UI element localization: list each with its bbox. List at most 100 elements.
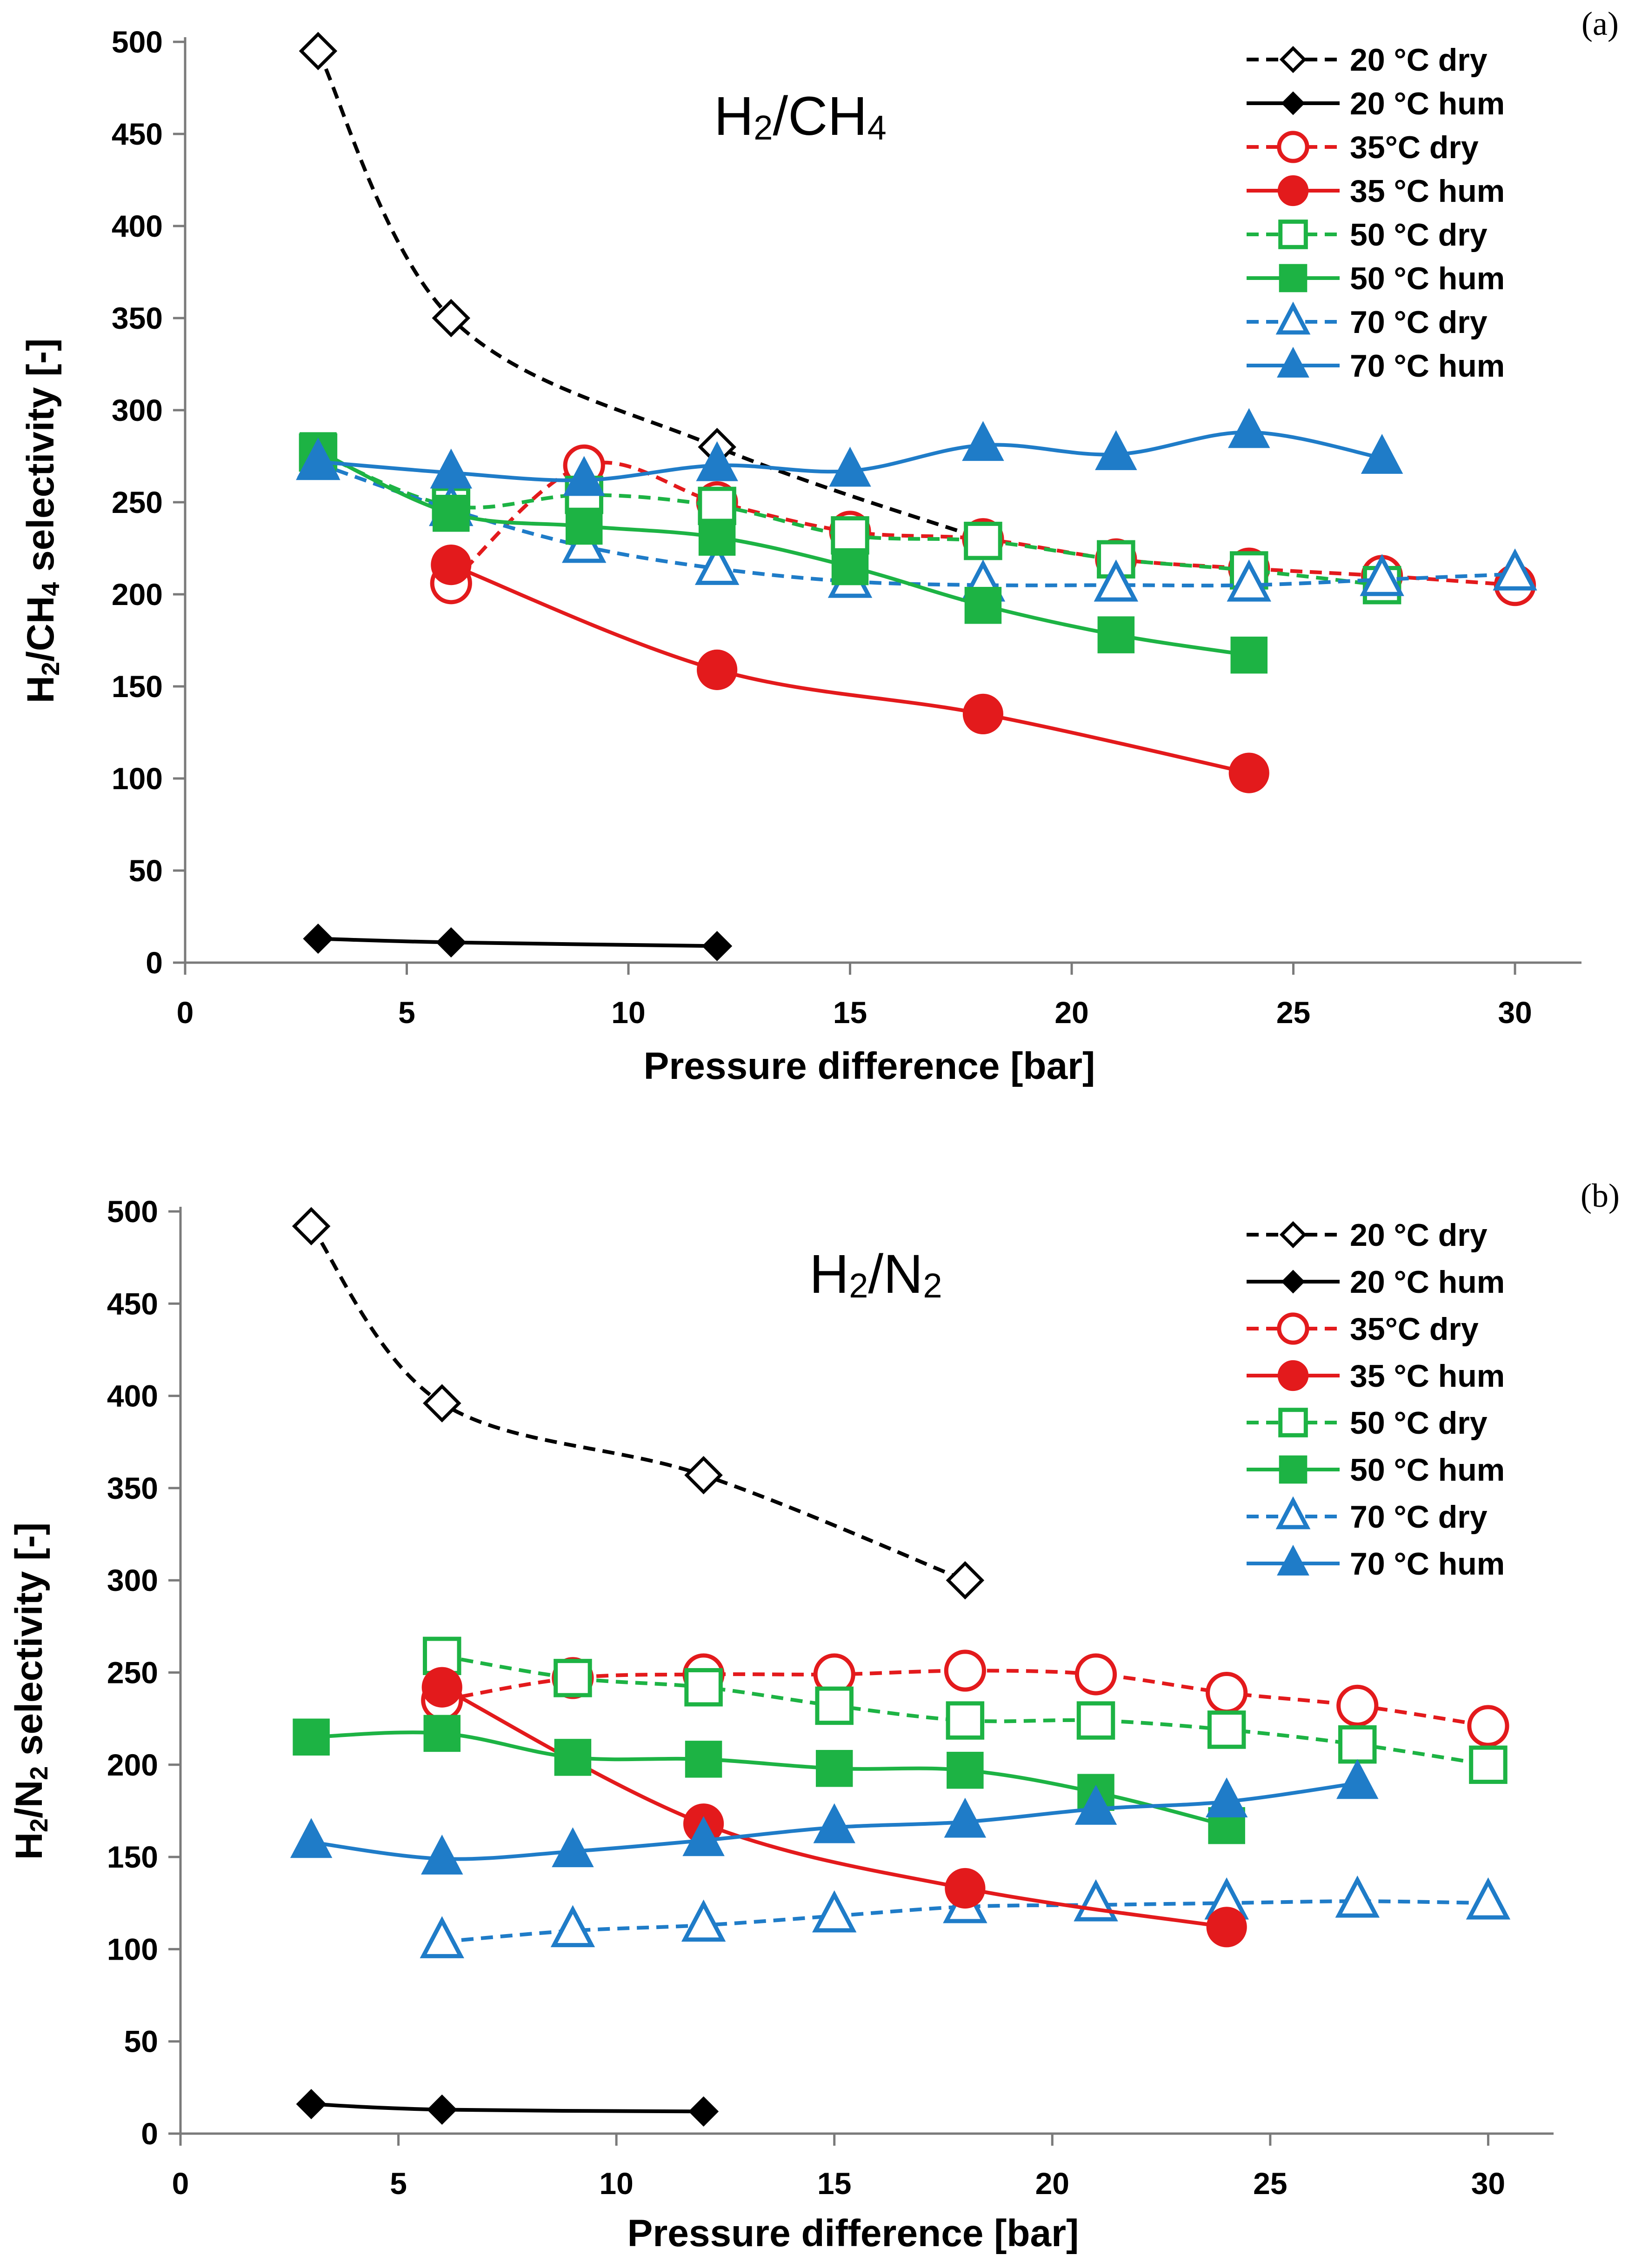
data-point (945, 1868, 986, 1909)
legend-marker (1281, 91, 1305, 115)
legend-label: 70 °C hum (1350, 348, 1505, 384)
data-point (433, 495, 470, 532)
x-axis-label: Pressure difference [bar] (627, 2212, 1079, 2255)
panel-label: (a) (1581, 5, 1619, 42)
y-tick-label: 450 (112, 117, 163, 151)
y-tick-label: 200 (112, 577, 163, 612)
series-line (316, 50, 984, 541)
y-tick-label: 250 (107, 1656, 158, 1690)
series-50-c-dry (423, 1636, 1508, 1784)
data-point (550, 1905, 595, 1948)
y-tick-label: 500 (107, 1194, 158, 1229)
x-tick-label: 30 (1498, 995, 1532, 1030)
data-point (552, 1827, 594, 1868)
legend-label: 20 °C hum (1350, 1264, 1505, 1300)
data-point (813, 1803, 855, 1843)
data-point (698, 486, 736, 525)
y-tick-label: 50 (129, 853, 163, 888)
series-20-c-dry (299, 32, 1002, 559)
data-point (1361, 433, 1403, 474)
legend-label: 35 °C hum (1350, 173, 1505, 209)
x-axis-label: Pressure difference [bar] (644, 1045, 1095, 1087)
data-point (303, 923, 334, 954)
data-point (944, 1797, 987, 1838)
y-tick-label: 350 (107, 1471, 158, 1505)
data-point (684, 1668, 723, 1707)
data-point (1228, 408, 1270, 448)
legend-label: 35°C dry (1350, 130, 1479, 165)
legend-label: 50 °C dry (1350, 217, 1488, 253)
y-tick-label: 350 (112, 301, 163, 335)
data-point (698, 519, 736, 556)
y-tick-label: 50 (124, 2024, 158, 2059)
series-line (311, 2102, 704, 2114)
legend-label: 50 °C hum (1350, 1452, 1505, 1488)
data-point (681, 1899, 726, 1942)
data-point (1206, 1907, 1247, 1948)
legend-label: 50 °C hum (1350, 261, 1505, 296)
chart-panel-a: 0 50 100 150 200 250 300 350 400 450 500 0 5 10 15 20 25… (20, 5, 1619, 1087)
data-point (292, 1207, 331, 1245)
legend-marker (1275, 301, 1311, 335)
legend-marker (1277, 1544, 1309, 1576)
y-tick-label: 450 (107, 1286, 158, 1321)
y-tick-label: 400 (107, 1379, 158, 1413)
legend-marker (1278, 1408, 1308, 1437)
data-point (1074, 1784, 1117, 1825)
panel-label: (b) (1581, 1177, 1620, 1214)
data-point (1097, 616, 1135, 653)
data-point (946, 1701, 985, 1740)
y-tick-label: 300 (112, 393, 163, 427)
data-point (427, 2094, 457, 2125)
series-50-c-hum (300, 432, 1268, 674)
data-point (964, 587, 1002, 624)
data-point (1205, 1777, 1248, 1817)
y-tick-label: 100 (112, 761, 163, 796)
data-point (702, 931, 733, 961)
x-tick-label: 10 (599, 2166, 633, 2201)
x-tick-label: 0 (172, 2166, 189, 2201)
data-point (946, 1561, 985, 1600)
legend-label: 20 °C hum (1350, 86, 1505, 121)
legend-marker (1279, 1221, 1307, 1249)
y-tick-label: 0 (146, 945, 163, 980)
series-line (441, 1685, 1227, 1929)
data-point (815, 1749, 853, 1787)
data-point (1207, 1710, 1246, 1749)
x-tick-label: 20 (1054, 995, 1088, 1030)
y-tick-label: 500 (112, 25, 163, 59)
data-point (697, 649, 738, 690)
chart-title: H2/CH4 (714, 86, 887, 147)
chart-panel-b: 0 50 100 150 200 250 300 350 400 450 500 0 5 10 15 20 25… (8, 1177, 1620, 2255)
series-line (309, 1225, 966, 1582)
x-tick-label: 30 (1471, 2166, 1505, 2201)
series-line (317, 462, 1515, 588)
data-point (1338, 1725, 1377, 1764)
data-point (423, 1384, 461, 1423)
x-tick-label: 15 (833, 995, 867, 1030)
series-35-c-hum (431, 545, 1269, 793)
y-tick-label: 100 (107, 1932, 158, 1966)
legend-label: 20 °C dry (1350, 1217, 1488, 1253)
series-20-c-hum (296, 2089, 719, 2127)
data-point (1335, 1876, 1380, 1918)
x-tick-label: 25 (1253, 2166, 1287, 2201)
legend-label: 20 °C dry (1350, 42, 1488, 78)
data-point (421, 1835, 463, 1875)
y-tick-label: 250 (112, 485, 163, 519)
data-point (290, 1818, 333, 1858)
y-tick-label: 200 (107, 1748, 158, 1782)
data-point (436, 927, 467, 958)
data-point (1336, 1759, 1379, 1799)
data-point (831, 516, 869, 555)
data-point (964, 521, 1002, 560)
legend-marker (1277, 175, 1309, 206)
data-point (1336, 1684, 1379, 1727)
data-point (962, 421, 1004, 461)
data-point (293, 1718, 330, 1756)
x-tick-label: 20 (1035, 2166, 1069, 2201)
data-point (563, 456, 605, 496)
data-point (423, 1715, 461, 1752)
data-point (1228, 752, 1269, 793)
x-tick-label: 10 (611, 995, 645, 1030)
